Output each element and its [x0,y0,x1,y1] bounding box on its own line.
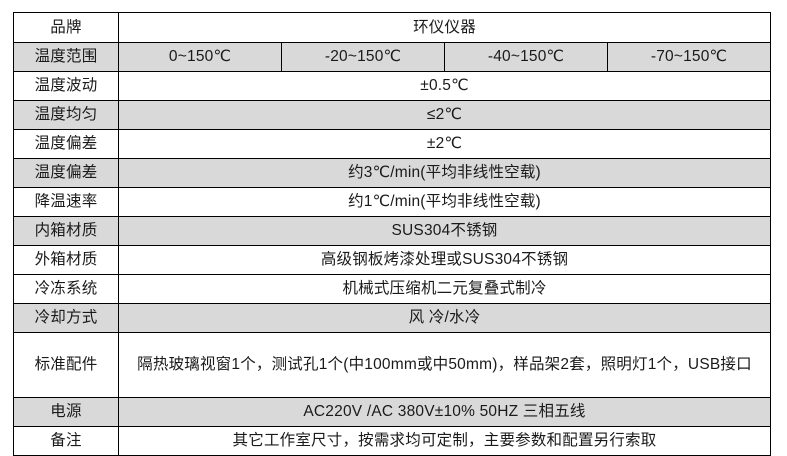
row-label-brand: 品牌 [13,12,119,43]
row-label: 外箱材质 [13,245,119,275]
row-value: 风 冷/水冷 [118,303,771,333]
table-row: 温度均匀 ≤2℃ [13,100,771,130]
row-value: 隔热玻璃视窗1个，测试孔1个(中100mm或中50mm)，样品架2套，照明灯1个… [118,332,771,398]
row-value: 高级钢板烤漆处理或SUS304不锈钢 [118,245,771,275]
temp-range-option-2: -20~150℃ [281,42,445,72]
table-row: 降温速率 约1℃/min(平均非线性空载) [13,187,771,217]
table-row-brand: 品牌 环仪仪器 [13,12,771,43]
specification-table: 品牌 环仪仪器 温度范围 0~150℃ -20~150℃ -40~150℃ -7… [13,12,771,456]
table-row-accessories: 标准配件 隔热玻璃视窗1个，测试孔1个(中100mm或中50mm)，样品架2套，… [13,332,771,398]
row-label-temp-range: 温度范围 [13,42,119,72]
table-row: 备注 其它工作室尺寸，按需求均可定制，主要参数和配置另行索取 [13,426,771,456]
row-value: ≤2℃ [118,100,771,130]
row-label: 温度均匀 [13,100,119,130]
row-label: 电源 [13,397,119,427]
row-label: 备注 [13,426,119,456]
row-label: 内箱材质 [13,216,119,246]
row-value: 约1℃/min(平均非线性空载) [118,187,771,217]
temp-range-option-1: 0~150℃ [118,42,282,72]
row-value: 约3℃/min(平均非线性空载) [118,158,771,188]
table-row: 外箱材质 高级钢板烤漆处理或SUS304不锈钢 [13,245,771,275]
row-label: 标准配件 [13,332,119,398]
table-row: 温度波动 ±0.5℃ [13,71,771,101]
row-value: AC220V /AC 380V±10% 50HZ 三相五线 [118,397,771,427]
row-value: 其它工作室尺寸，按需求均可定制，主要参数和配置另行索取 [118,426,771,456]
table-row: 电源 AC220V /AC 380V±10% 50HZ 三相五线 [13,397,771,427]
row-label: 温度偏差 [13,158,119,188]
spec-table-container: 品牌 环仪仪器 温度范围 0~150℃ -20~150℃ -40~150℃ -7… [13,12,771,456]
row-label: 冷冻系统 [13,274,119,304]
table-row: 温度偏差 ±2℃ [13,129,771,159]
table-row: 温度偏差 约3℃/min(平均非线性空载) [13,158,771,188]
row-label: 冷却方式 [13,303,119,333]
row-value: SUS304不锈钢 [118,216,771,246]
table-row: 内箱材质 SUS304不锈钢 [13,216,771,246]
row-label: 温度波动 [13,71,119,101]
spec-table-body: 品牌 环仪仪器 温度范围 0~150℃ -20~150℃ -40~150℃ -7… [13,12,771,456]
temp-range-option-4: -70~150℃ [607,42,771,72]
row-value: ±0.5℃ [118,71,771,101]
table-row: 冷冻系统 机械式压缩机二元复叠式制冷 [13,274,771,304]
row-label: 温度偏差 [13,129,119,159]
table-row-temp-range: 温度范围 0~150℃ -20~150℃ -40~150℃ -70~150℃ [13,42,771,72]
row-value: ±2℃ [118,129,771,159]
row-label: 降温速率 [13,187,119,217]
row-value: 机械式压缩机二元复叠式制冷 [118,274,771,304]
temp-range-option-3: -40~150℃ [444,42,608,72]
row-value-brand: 环仪仪器 [118,12,771,43]
table-row: 冷却方式 风 冷/水冷 [13,303,771,333]
